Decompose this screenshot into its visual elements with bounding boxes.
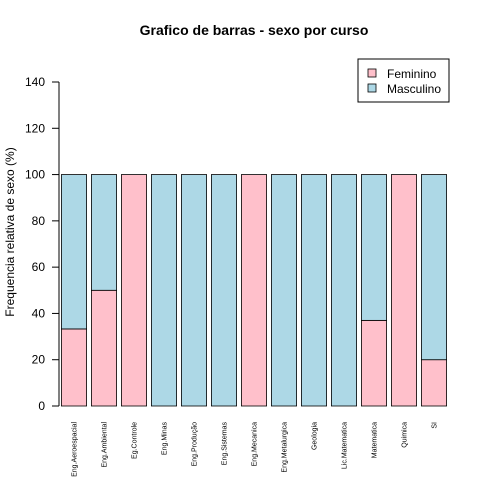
- category-label: Eng.Ambiental: [102, 422, 109, 468]
- bar-masculino-4: [181, 175, 206, 406]
- bar-feminino-12: [421, 360, 446, 406]
- y-tick-label: 100: [25, 168, 45, 182]
- y-tick-label: 140: [25, 75, 45, 89]
- category-label: SI: [432, 422, 439, 429]
- category-label: Eng.Mecanica: [252, 422, 259, 466]
- bar-masculino-7: [271, 175, 296, 406]
- bar-masculino-10: [361, 175, 386, 321]
- y-tick-label: 60: [32, 260, 46, 274]
- bar-masculino-9: [331, 175, 356, 406]
- chart-title: Grafico de barras - sexo por curso: [140, 22, 369, 38]
- y-tick-label: 40: [32, 306, 46, 320]
- y-tick-label: 120: [25, 121, 45, 135]
- bar-feminino-0: [61, 329, 86, 406]
- bar-masculino-0: [61, 175, 86, 329]
- bar-masculino-1: [91, 175, 116, 291]
- category-label: Eng.Minas: [162, 422, 169, 456]
- bar-feminino-1: [91, 290, 116, 406]
- y-axis: 0 20 40 60 80 100 120 140: [25, 75, 59, 413]
- category-label: Lic.Matematica: [342, 422, 349, 469]
- bar-feminino-10: [361, 320, 386, 406]
- legend-label-feminino: Feminino: [387, 67, 437, 81]
- category-label: Eng.Sistemas: [222, 422, 229, 466]
- legend-label-masculino: Masculino: [387, 82, 441, 96]
- bar-feminino-2: [121, 175, 146, 406]
- legend-swatch-masculino: [368, 84, 376, 92]
- y-tick-label: 80: [32, 214, 46, 228]
- y-axis-label: Frequencia relativa de sexo (%): [3, 147, 17, 316]
- y-tick-label: 20: [32, 353, 46, 367]
- bar-masculino-12: [421, 175, 446, 360]
- bar-feminino-6: [241, 175, 266, 406]
- category-label: Eg.Controle: [132, 422, 139, 459]
- y-tick-label: 0: [38, 399, 45, 413]
- category-label: Eng.Aeroespacial: [72, 422, 79, 477]
- category-label: Matematica: [372, 422, 379, 458]
- bars-group: [61, 175, 446, 406]
- category-label: Geologia: [312, 422, 319, 450]
- bar-masculino-5: [211, 175, 236, 406]
- category-label: Quimica: [402, 422, 409, 448]
- legend-swatch-feminino: [368, 69, 376, 77]
- bar-masculino-3: [151, 175, 176, 406]
- category-labels: Eng.Aeroespacial Eng.Ambiental Eg.Controle…: [72, 422, 439, 477]
- category-label: Eng.Produção: [192, 422, 199, 466]
- category-label: Eng.Metalurgica: [282, 422, 289, 473]
- bar-feminino-11: [391, 175, 416, 406]
- bar-masculino-8: [301, 175, 326, 406]
